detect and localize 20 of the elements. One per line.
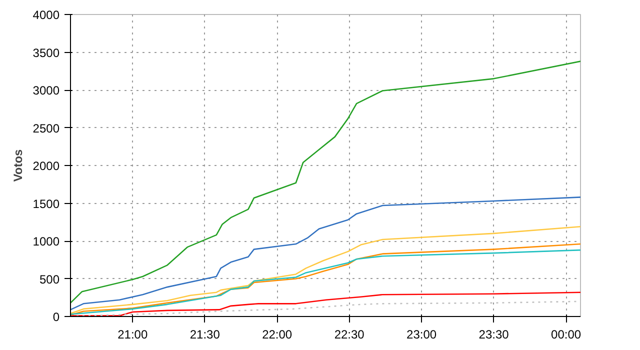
x-tick-label: 00:00: [551, 328, 582, 342]
y-tick-label: 4000: [32, 8, 60, 22]
y-tick-label: 1000: [32, 234, 60, 248]
y-tick-label: 3000: [32, 84, 60, 98]
y-tick-label: 500: [39, 272, 60, 286]
y-tick-label: 1500: [32, 196, 60, 211]
x-tick-label: 22:30: [334, 328, 365, 342]
line-series: [70, 196, 580, 310]
y-tick-label: 0: [52, 310, 60, 324]
x-tick-label: 21:30: [190, 328, 220, 342]
y-axis-title: Votos: [10, 148, 25, 182]
y-tick-label: 2500: [32, 121, 60, 136]
x-tick-label: 23:30: [478, 328, 510, 342]
y-tick-label: 2000: [32, 159, 60, 173]
y-tick-label: 3500: [32, 46, 60, 60]
line-series: [70, 226, 580, 314]
x-tick-label: 23:00: [406, 328, 437, 342]
x-tick-label: 22:00: [262, 328, 292, 342]
line-series: [70, 60, 580, 304]
x-tick-label: 21:00: [118, 328, 148, 342]
